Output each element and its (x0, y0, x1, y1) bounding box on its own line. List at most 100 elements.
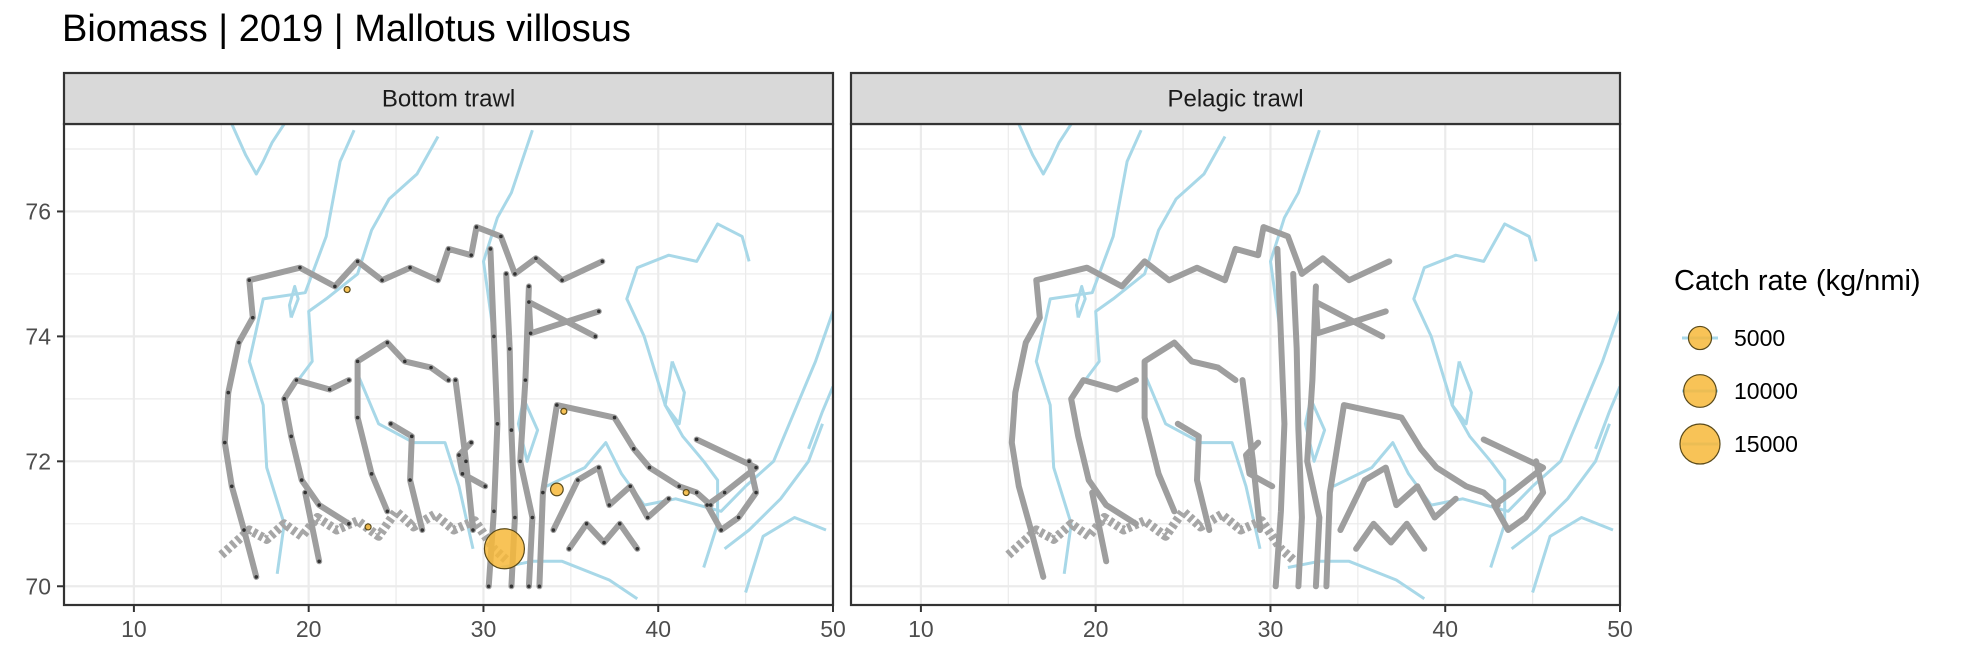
station-marker (333, 284, 337, 289)
survey-track (1323, 402, 1501, 590)
station-marker (666, 497, 671, 501)
station-marker (597, 465, 601, 470)
map-layer (218, 124, 833, 601)
x-tick-label: 30 (471, 616, 497, 642)
survey-track (221, 224, 606, 580)
facet-panel: Bottom trawl 10 20 30 40 50 70 72 74 76 (25, 71, 846, 642)
station-marker (282, 397, 287, 401)
depth-contour (247, 129, 356, 575)
station-marker (294, 378, 299, 382)
station-marker (600, 259, 605, 264)
station-marker (754, 490, 758, 495)
survey-track (1174, 420, 1213, 533)
station-marker (408, 265, 412, 270)
facet-strip (62, 71, 835, 126)
facet-strip (849, 71, 1622, 126)
station-marker (385, 509, 390, 514)
station-marker (534, 256, 538, 261)
panel-background (64, 124, 833, 605)
survey-track (1304, 283, 1323, 590)
station-marker (469, 253, 474, 257)
station-marker (436, 278, 440, 282)
x-tick-label: 20 (1083, 616, 1109, 642)
survey-track (281, 377, 352, 527)
survey-track (1141, 339, 1239, 515)
station-marker (747, 459, 751, 464)
station-marker (509, 584, 514, 589)
legend-key-circle (1679, 423, 1721, 465)
island-outline (230, 124, 286, 176)
station-marker (607, 503, 612, 507)
x-tick-label: 50 (820, 616, 846, 642)
legend: Catch rate (kg/nmi) 5000 10000 15000 (1674, 265, 1921, 465)
depth-contour (356, 373, 475, 550)
station-marker (355, 415, 360, 420)
facet-strip-label: Pelagic trawl (1167, 86, 1303, 113)
survey-track (1008, 224, 1393, 580)
station-marker (722, 490, 727, 495)
catch-point (560, 407, 568, 415)
station-marker (631, 447, 636, 451)
y-tick-label: 72 (25, 448, 51, 474)
x-tick-label: 20 (296, 616, 322, 642)
chart-title: Biomass | 2019 | Mallotus villosus (62, 8, 631, 50)
station-marker (303, 490, 307, 495)
x-tick-label: 10 (121, 616, 147, 642)
station-marker (754, 465, 758, 470)
station-marker (460, 472, 465, 476)
survey-track (1089, 489, 1110, 565)
y-tick-label: 70 (25, 573, 51, 599)
station-marker (457, 453, 461, 457)
facet-panel: Pelagic trawl 10 20 30 40 50 (849, 71, 1633, 642)
panel-background (851, 124, 1620, 605)
depth-contour (482, 129, 534, 337)
station-marker (645, 515, 650, 520)
station-marker (469, 440, 474, 445)
station-marker (464, 459, 468, 464)
station-marker (507, 347, 512, 351)
depth-contour (1287, 559, 1426, 601)
station-marker (628, 484, 633, 489)
station-marker (474, 225, 479, 229)
station-marker (355, 359, 360, 364)
station-marker (446, 378, 451, 382)
station-marker (389, 422, 393, 426)
x-tick-label: 40 (1432, 616, 1458, 642)
survey-track (1290, 270, 1305, 590)
station-marker (492, 334, 496, 339)
depth-contour (807, 385, 833, 450)
station-marker (513, 272, 517, 276)
legend-label: 10000 (1734, 378, 1798, 404)
station-marker (380, 278, 384, 282)
station-marker (242, 528, 246, 532)
station-marker (527, 584, 531, 589)
survey-track (302, 489, 323, 565)
station-marker (385, 340, 390, 345)
station-marker (471, 528, 475, 532)
x-tick-label: 50 (1607, 616, 1633, 642)
station-marker (499, 234, 503, 239)
station-marker (236, 340, 241, 345)
depth-contour (1143, 373, 1262, 550)
station-marker (555, 403, 559, 407)
island-outline (1075, 284, 1087, 319)
grid (851, 124, 1620, 605)
map-layer (1005, 124, 1620, 601)
station-marker (495, 422, 500, 426)
station-marker (530, 515, 535, 520)
station-marker (408, 478, 412, 482)
catch-point (483, 528, 526, 570)
depth-contour (1531, 516, 1614, 593)
survey-track (1243, 439, 1276, 490)
station-marker (254, 575, 259, 579)
station-marker (736, 515, 741, 520)
station-marker (226, 390, 231, 395)
station-marker (523, 378, 528, 382)
depth-contour (744, 516, 827, 593)
coastline (1005, 506, 1298, 565)
station-marker (250, 315, 255, 320)
station-marker (551, 528, 556, 532)
station-marker (420, 528, 425, 532)
depth-contour (625, 222, 751, 568)
station-marker (576, 478, 580, 482)
